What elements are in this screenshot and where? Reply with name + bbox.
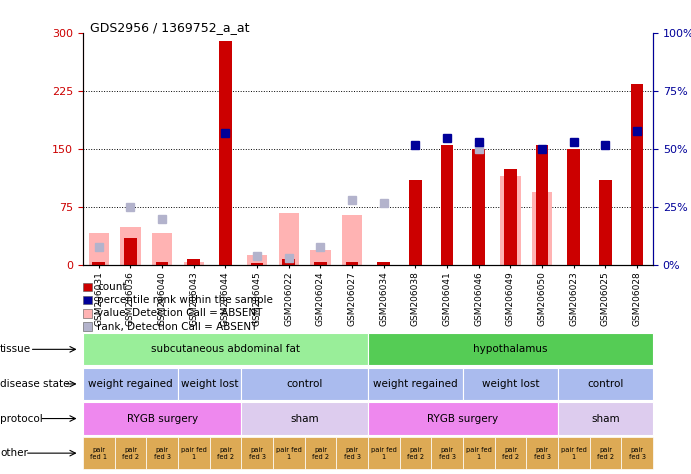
Bar xyxy=(631,83,643,265)
Text: weight lost: weight lost xyxy=(181,379,238,389)
Text: pair
fed 3: pair fed 3 xyxy=(343,447,361,460)
Text: pair
fed 3: pair fed 3 xyxy=(439,447,455,460)
Bar xyxy=(567,149,580,265)
Text: pair
fed 1: pair fed 1 xyxy=(91,447,107,460)
Bar xyxy=(409,180,422,265)
Bar xyxy=(155,262,169,265)
Bar xyxy=(278,213,299,265)
Bar xyxy=(88,233,109,265)
Bar xyxy=(504,169,517,265)
Bar xyxy=(536,146,549,265)
Bar xyxy=(310,250,330,265)
Bar xyxy=(247,255,267,265)
Bar xyxy=(441,146,453,265)
Text: disease state: disease state xyxy=(0,379,70,389)
Text: weight regained: weight regained xyxy=(373,379,457,389)
Bar xyxy=(342,215,362,265)
Text: weight lost: weight lost xyxy=(482,379,539,389)
Text: tissue: tissue xyxy=(0,344,31,355)
Text: RYGB surgery: RYGB surgery xyxy=(428,413,498,424)
Text: percentile rank within the sample: percentile rank within the sample xyxy=(97,295,274,305)
Text: pair
fed 2: pair fed 2 xyxy=(217,447,234,460)
Bar xyxy=(346,262,359,265)
Text: pair fed
1: pair fed 1 xyxy=(276,447,302,460)
Bar xyxy=(251,263,263,265)
Text: pair fed
1: pair fed 1 xyxy=(181,447,207,460)
Text: pair
fed 2: pair fed 2 xyxy=(407,447,424,460)
Text: pair
fed 3: pair fed 3 xyxy=(629,447,645,460)
Text: pair
fed 2: pair fed 2 xyxy=(597,447,614,460)
Text: sham: sham xyxy=(290,413,319,424)
Bar xyxy=(152,233,172,265)
Text: rank, Detection Call = ABSENT: rank, Detection Call = ABSENT xyxy=(97,321,258,332)
Bar xyxy=(219,41,231,265)
Text: subcutaneous abdominal fat: subcutaneous abdominal fat xyxy=(151,344,300,355)
Bar xyxy=(500,176,520,265)
Text: GDS2956 / 1369752_a_at: GDS2956 / 1369752_a_at xyxy=(90,21,249,34)
Text: pair fed
1: pair fed 1 xyxy=(371,447,397,460)
Text: pair fed
1: pair fed 1 xyxy=(561,447,587,460)
Text: count: count xyxy=(97,282,127,292)
Text: pair fed
1: pair fed 1 xyxy=(466,447,492,460)
Text: weight regained: weight regained xyxy=(88,379,173,389)
Text: control: control xyxy=(287,379,323,389)
Bar xyxy=(314,262,327,265)
Bar xyxy=(93,262,105,265)
Text: hypothalamus: hypothalamus xyxy=(473,344,548,355)
Text: pair
fed 3: pair fed 3 xyxy=(533,447,551,460)
Text: value, Detection Call = ABSENT: value, Detection Call = ABSENT xyxy=(97,308,263,319)
Bar xyxy=(377,262,390,265)
Text: control: control xyxy=(587,379,624,389)
Bar xyxy=(187,259,200,265)
Text: protocol: protocol xyxy=(0,413,43,424)
Bar xyxy=(473,149,485,265)
Bar xyxy=(184,262,204,265)
Text: pair
fed 3: pair fed 3 xyxy=(153,447,171,460)
Text: other: other xyxy=(0,448,28,458)
Text: pair
fed 2: pair fed 2 xyxy=(502,447,519,460)
Bar xyxy=(532,192,552,265)
Text: pair
fed 2: pair fed 2 xyxy=(312,447,329,460)
Text: sham: sham xyxy=(591,413,620,424)
Bar xyxy=(599,180,612,265)
Text: RYGB surgery: RYGB surgery xyxy=(126,413,198,424)
Text: pair
fed 2: pair fed 2 xyxy=(122,447,139,460)
Bar xyxy=(120,227,140,265)
Bar xyxy=(124,238,137,265)
Bar xyxy=(283,259,295,265)
Text: pair
fed 3: pair fed 3 xyxy=(249,447,265,460)
